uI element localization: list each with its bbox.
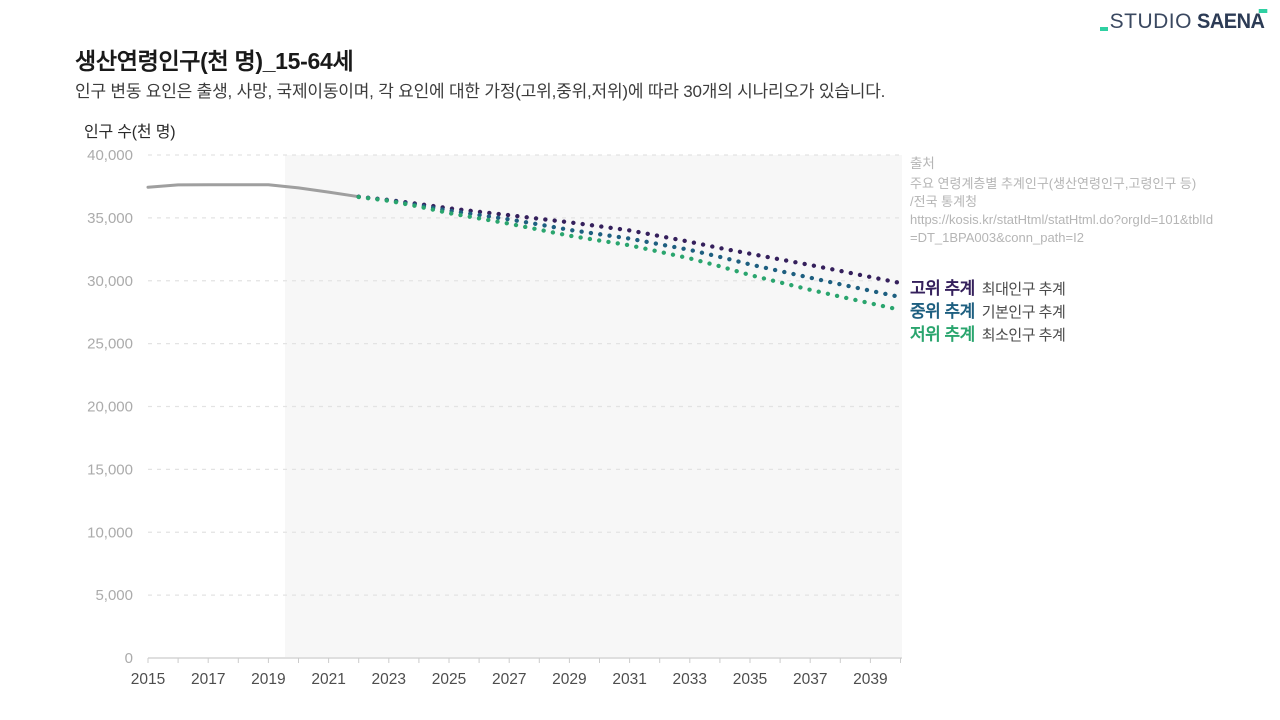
y-tick-label: 40,000 — [87, 147, 133, 164]
series-high — [356, 194, 903, 286]
legend-desc-high: 최대인구 추계 — [981, 281, 1066, 298]
legend-label-high: 고위 추계 — [910, 279, 975, 298]
x-tick-label: 2035 — [733, 671, 767, 688]
legend-row-low: 저위 추계 최소인구 추계 — [910, 320, 1066, 344]
x-tick-label: 2031 — [612, 671, 646, 688]
y-axis-title: 인구 수(천 명) — [84, 124, 176, 141]
legend-desc-low: 최소인구 추계 — [981, 327, 1066, 344]
source-line: /전국 통계청 — [910, 193, 978, 209]
x-tick-label: 2027 — [492, 671, 526, 688]
page-title: 생산연령인구(천 명)_15-64세 — [75, 48, 354, 74]
y-tick-label: 25,000 — [87, 336, 133, 353]
series-low — [356, 194, 903, 313]
x-tick-label: 2023 — [372, 671, 406, 688]
x-tick-label: 2017 — [191, 671, 225, 688]
y-tick-label: 35,000 — [87, 210, 133, 227]
studio-saena-logo: STUDIO SAENA — [1099, 9, 1268, 36]
x-tick-label: 2033 — [673, 671, 707, 688]
y-tick-label: 20,000 — [87, 399, 133, 416]
y-tick-label: 15,000 — [87, 461, 133, 478]
source-block: 출처 주요 연령계층별 추계인구(생산연령인구,고령인구 등) /전국 통계청 … — [910, 152, 1275, 247]
y-tick-label: 0 — [125, 650, 133, 667]
y-tick-label: 10,000 — [87, 524, 133, 541]
y-tick-label: 30,000 — [87, 273, 133, 290]
x-tick-label: 2021 — [311, 671, 345, 688]
series-mid — [356, 194, 903, 300]
x-tick-label: 2029 — [552, 671, 586, 688]
logo-studio-text: STUDIO — [1099, 10, 1192, 34]
source-heading: 출처 — [910, 156, 935, 171]
legend-row-mid: 중위 추계 기본인구 추계 — [910, 297, 1066, 321]
page-subtitle: 인구 변동 요인은 출생, 사망, 국제이동이며, 각 요인에 대한 가정(고위… — [75, 82, 886, 101]
population-chart: 0 5,000 10,000 15,000 20,000 25,000 30,000 35,0… — [87, 147, 903, 688]
legend-row-high: 고위 추계 최대인구 추계 — [910, 274, 1066, 298]
logo-saena-text: SAENA — [1197, 9, 1268, 34]
series-actual — [146, 183, 361, 199]
x-tick-label: 2015 — [131, 671, 165, 688]
y-tick-label: 5,000 — [95, 587, 133, 604]
logo-accent-left — [1099, 27, 1108, 31]
x-tick-label: 2019 — [251, 671, 285, 688]
legend-label-mid: 중위 추계 — [910, 302, 975, 321]
source-url-line: =DT_1BPA003&conn_path=I2 — [910, 229, 1084, 245]
x-tick-label: 2025 — [432, 671, 466, 688]
source-line: 주요 연령계층별 추계인구(생산연령인구,고령인구 등) — [910, 176, 1197, 191]
x-tick-label: 2039 — [853, 671, 887, 688]
legend-label-low: 저위 추계 — [910, 325, 975, 344]
forecast-region — [284, 155, 902, 657]
x-tick-label: 2037 — [793, 671, 827, 688]
legend-desc-mid: 기본인구 추계 — [981, 304, 1066, 321]
source-url-line: https://kosis.kr/statHtml/statHtml.do?or… — [910, 211, 1214, 227]
logo-accent-right — [1258, 9, 1268, 13]
chart-legend: 고위 추계 최대인구 추계 중위 추계 기본인구 추계 저위 추계 최소인구 추… — [910, 274, 1066, 344]
